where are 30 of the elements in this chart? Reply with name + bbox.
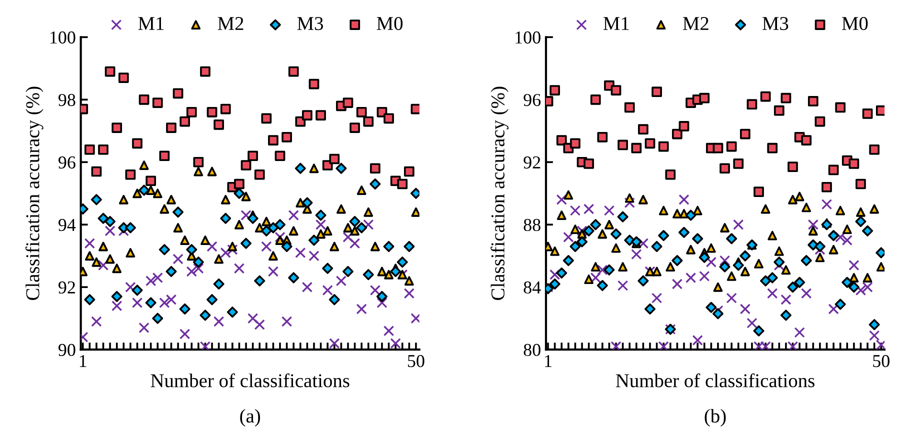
y-axis-title: Classification accuracy (%) [490, 86, 508, 300]
y-tick-label: 98 [58, 94, 76, 106]
x-tick-label: 50 [873, 354, 890, 368]
text: (b) [704, 408, 726, 427]
legend-label: M2 [682, 17, 708, 30]
x-axis-title: Number of classifications [150, 373, 350, 388]
y-tick-label: 96 [524, 94, 541, 106]
text: (a) [240, 408, 260, 427]
y-tick-label: 96 [58, 156, 76, 169]
y-axis-title: Classification accuracy (%) [25, 86, 44, 300]
x-tick-label: 1 [545, 355, 552, 367]
legend-label: M3 [762, 17, 788, 30]
x-axis-title: Number of classifications [616, 373, 814, 388]
x-tick-label: 1 [80, 355, 86, 367]
legend-label: M0 [842, 16, 868, 30]
legend-label: M2 [218, 17, 244, 30]
legend-label: M0 [376, 16, 403, 30]
legend-label: M3 [297, 17, 324, 30]
legend-label: M1 [138, 17, 164, 30]
y-tick-label: 90 [58, 344, 76, 356]
y-tick-label: 100 [50, 31, 76, 44]
y-tick-label: 100 [516, 31, 540, 44]
y-tick-label: 84 [524, 281, 541, 294]
y-tick-label: 94 [58, 218, 76, 232]
y-tick-label: 92 [58, 281, 75, 294]
y-tick-label: 88 [524, 218, 540, 232]
x-tick-label: 50 [408, 354, 424, 368]
y-tick-label: 92 [524, 156, 540, 169]
y-tick-label: 80 [524, 344, 540, 356]
legend-label: M1 [603, 17, 629, 30]
